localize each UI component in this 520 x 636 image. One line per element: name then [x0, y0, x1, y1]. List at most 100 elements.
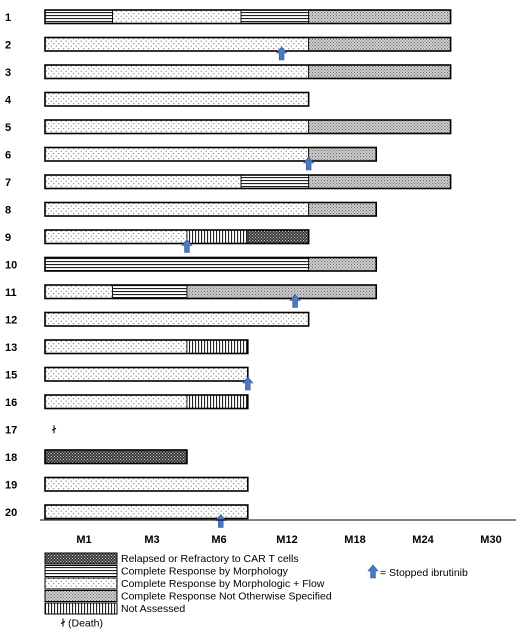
patient-label: 10 — [5, 259, 17, 271]
patient-label: 12 — [5, 314, 17, 326]
legend-item-morph: Complete Response by Morphology — [44, 565, 289, 578]
bar-outline — [44, 146, 378, 162]
patient-label: 17 — [5, 424, 17, 436]
bar-segment-flow — [44, 202, 310, 217]
bar-segment-morph — [44, 9, 113, 24]
x-tick-label: M6 — [211, 534, 226, 546]
bar-segment-nos — [186, 284, 377, 299]
patient-label: 9 — [5, 232, 11, 244]
bar-segment-na — [186, 394, 249, 409]
bar-segment-flow — [44, 339, 188, 354]
x-tick-label: M24 — [412, 534, 434, 546]
bar-outline — [44, 36, 452, 52]
patient-bar — [44, 91, 310, 107]
legend-label: Not Assessed — [121, 603, 185, 615]
patient-bar — [44, 36, 452, 52]
bar-outline — [44, 64, 452, 80]
patient-bar — [44, 366, 249, 382]
legend-item-nos: Complete Response Not Otherwise Specifie… — [44, 590, 332, 603]
patient-bar — [44, 311, 310, 327]
bar-outline — [44, 394, 249, 410]
bar-segment-nos — [308, 174, 452, 189]
death-marker — [51, 425, 57, 434]
bar-segment-na — [186, 229, 249, 244]
legend-swatch — [44, 565, 118, 577]
bar-segment-flow — [44, 64, 310, 79]
legend-label: Relapsed or Refractory to CAR T cells — [121, 553, 299, 565]
legend-swatch — [44, 552, 118, 565]
patient-bar — [44, 174, 452, 190]
bar-segment-flow — [44, 504, 249, 519]
legend-label: Complete Response Not Otherwise Specifie… — [121, 591, 332, 603]
patient-label: 2 — [5, 39, 11, 51]
bar-segment-flow — [44, 92, 310, 107]
patient-bar — [44, 119, 452, 135]
ibrutinib-stop-arrow — [289, 294, 301, 308]
patient-bar — [44, 256, 378, 272]
bar-segment-nos — [308, 37, 452, 52]
bar-segment-flow — [44, 394, 188, 409]
bar-segment-flow — [44, 229, 188, 244]
patient-bar — [44, 229, 310, 245]
legend-item-relapsed: Relapsed or Refractory to CAR T cells — [44, 552, 299, 565]
ibrutinib-stop-arrow — [181, 239, 193, 253]
x-tick-label: M12 — [276, 534, 297, 546]
patient-label: 5 — [5, 122, 11, 134]
ibrutinib-stop-arrow — [275, 46, 288, 61]
legend-item-na: Not Assessed — [44, 602, 185, 615]
legend-death: (Death) — [60, 618, 103, 630]
x-tick-label: M18 — [344, 534, 365, 546]
bar-segment-flow — [44, 37, 310, 52]
patient-bars — [44, 9, 452, 520]
legend-ibrutinib-label: = Stopped ibrutinib — [380, 567, 468, 579]
patient-label: 20 — [5, 507, 17, 519]
bar-outline — [44, 311, 310, 327]
bar-outline — [44, 201, 378, 217]
patient-bar — [44, 284, 378, 300]
patient-bar — [44, 64, 452, 80]
bar-segment-flow — [112, 9, 242, 24]
bar-outline — [44, 504, 249, 520]
bar-segment-flow — [44, 312, 310, 327]
patient-label: 1 — [5, 12, 11, 24]
bar-outline — [44, 476, 249, 492]
ibrutinib-stop-arrow — [302, 156, 315, 171]
patient-label: 8 — [5, 204, 11, 216]
bar-segment-nos — [308, 257, 377, 272]
patient-bar — [44, 394, 249, 410]
legend-swatch — [44, 602, 118, 615]
bar-outline — [44, 119, 452, 135]
bar-outline — [44, 339, 249, 355]
bar-segment-nos — [308, 119, 452, 134]
bar-segment-flow — [44, 284, 113, 299]
bar-outline — [44, 174, 452, 190]
bar-segment-morph — [44, 257, 310, 272]
bar-segment-nos — [308, 147, 377, 162]
patient-label: 16 — [5, 397, 17, 409]
bar-segment-flow — [44, 119, 310, 134]
patient-label: 18 — [5, 452, 17, 464]
bar-segment-morph — [112, 284, 188, 299]
bar-outline — [44, 366, 249, 382]
patient-bar — [44, 9, 452, 25]
legend-ibrutinib: = Stopped ibrutinib — [367, 564, 468, 579]
bar-segment-relapsed — [247, 229, 310, 244]
bar-outline — [44, 284, 378, 300]
patient-label: 19 — [5, 479, 17, 491]
bar-segment-flow — [44, 477, 249, 492]
patient-bar — [44, 449, 188, 465]
bar-segment-relapsed — [44, 449, 188, 464]
patient-bar — [44, 339, 249, 355]
bar-segment-nos — [308, 64, 452, 79]
patient-label: 6 — [5, 149, 11, 161]
patient-label: 11 — [5, 287, 17, 299]
patient-label: 15 — [5, 369, 17, 381]
patient-label: 3 — [5, 67, 11, 79]
legend-swatch — [44, 590, 118, 602]
bar-segment-nos — [308, 202, 377, 217]
patient-bar — [44, 504, 249, 520]
legend-death-label: (Death) — [68, 618, 103, 630]
bar-outline — [44, 449, 188, 465]
bar-outline — [44, 91, 310, 107]
